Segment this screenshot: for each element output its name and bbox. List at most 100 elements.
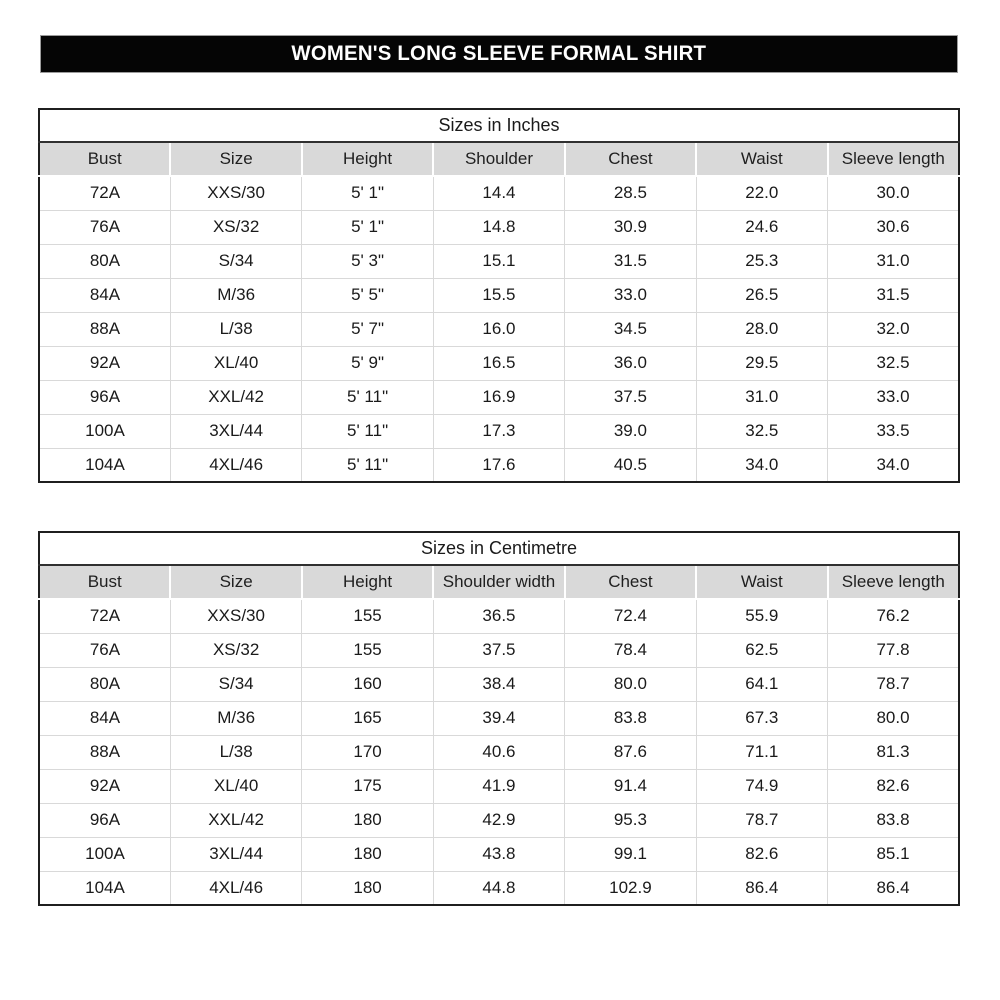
title-banner: WOMEN'S LONG SLEEVE FORMAL SHIRT <box>40 35 958 73</box>
table-cell: 32.0 <box>827 311 959 346</box>
table-cell: 14.4 <box>432 175 565 210</box>
table-cell: 43.8 <box>432 836 565 871</box>
table-cell: 82.6 <box>827 768 959 803</box>
table-cell: 28.0 <box>695 311 828 346</box>
table-cell: 62.5 <box>695 632 828 667</box>
table-cell: 38.4 <box>432 666 565 701</box>
table-row: 80A S/34 160 38.4 80.0 64.1 78.7 <box>39 666 959 701</box>
table-cell: 96A <box>39 379 171 414</box>
table-row: 72A XXS/30 155 36.5 72.4 55.9 76.2 <box>39 598 959 633</box>
table-cell: XXL/42 <box>169 379 302 414</box>
table-cell: 104A <box>39 447 171 482</box>
table-cell: 160 <box>301 666 434 701</box>
table-cell: 76.2 <box>827 598 959 633</box>
table-cell: 15.5 <box>432 277 565 312</box>
table-cell: 83.8 <box>827 802 959 837</box>
table-cell: 40.6 <box>432 734 565 769</box>
table-cell: 88A <box>39 311 171 346</box>
table-cell: 78.7 <box>827 666 959 701</box>
table-cell: 4XL/46 <box>169 447 302 482</box>
table-cell: 16.9 <box>432 379 565 414</box>
table-cell: 30.9 <box>564 209 697 244</box>
table-cell: 34.5 <box>564 311 697 346</box>
table-cell: L/38 <box>169 311 302 346</box>
table-cell: 175 <box>301 768 434 803</box>
table-cell: 92A <box>39 768 171 803</box>
table-cell: 14.8 <box>432 209 565 244</box>
table-row: 104A 4XL/46 5' 11" 17.6 40.5 34.0 34.0 <box>39 447 959 482</box>
column-header: Height <box>300 565 434 599</box>
table-caption: Sizes in Centimetre <box>39 532 959 566</box>
table-row: 96A XXL/42 5' 11" 16.9 37.5 31.0 33.0 <box>39 379 959 414</box>
table-cell: M/36 <box>169 700 302 735</box>
page-title: WOMEN'S LONG SLEEVE FORMAL SHIRT <box>291 42 707 65</box>
table-cell: 30.0 <box>827 175 959 210</box>
table-cell: 88A <box>39 734 171 769</box>
table-cell: 22.0 <box>695 175 828 210</box>
table-cell: 32.5 <box>695 413 828 448</box>
column-header: Bust <box>39 565 171 599</box>
table-cell: 100A <box>39 836 171 871</box>
table-cell: XL/40 <box>169 768 302 803</box>
table-cell: 165 <box>301 700 434 735</box>
table-cell: 67.3 <box>695 700 828 735</box>
table-cell: 86.4 <box>827 870 959 905</box>
table-cell: 5' 7" <box>301 311 434 346</box>
table-row: 96A XXL/42 180 42.9 95.3 78.7 83.8 <box>39 802 959 837</box>
table-cell: 76A <box>39 209 171 244</box>
table-cell: 36.0 <box>564 345 697 380</box>
table-cell: 31.0 <box>695 379 828 414</box>
table-cell: 31.0 <box>827 243 959 278</box>
table-cell: XXS/30 <box>169 175 302 210</box>
table-cell: 95.3 <box>564 802 697 837</box>
column-header: Chest <box>563 142 697 176</box>
table-cell: 16.0 <box>432 311 565 346</box>
table-row: 100A 3XL/44 180 43.8 99.1 82.6 85.1 <box>39 836 959 871</box>
table-cell: 44.8 <box>432 870 565 905</box>
table-cell: 102.9 <box>564 870 697 905</box>
column-header: Height <box>300 142 434 176</box>
column-header: Size <box>169 142 302 176</box>
table-row: 92A XL/40 5' 9" 16.5 36.0 29.5 32.5 <box>39 345 959 380</box>
table-cell: 85.1 <box>827 836 959 871</box>
column-header: Sleeve length <box>826 565 959 599</box>
table-cell: 78.7 <box>695 802 828 837</box>
table-cell: 72.4 <box>564 598 697 633</box>
table-cell: 155 <box>301 632 434 667</box>
table-cell: 4XL/46 <box>169 870 302 905</box>
table-cell: S/34 <box>169 666 302 701</box>
column-header: Waist <box>695 565 828 599</box>
column-header: Shoulder <box>432 142 565 176</box>
table-cell: 5' 11" <box>301 413 434 448</box>
table-cell: 87.6 <box>564 734 697 769</box>
table-cell: 42.9 <box>432 802 565 837</box>
table-cell: 40.5 <box>564 447 697 482</box>
table-cell: 37.5 <box>432 632 565 667</box>
table-row: 76A XS/32 5' 1" 14.8 30.9 24.6 30.6 <box>39 209 959 244</box>
table-cell: 81.3 <box>827 734 959 769</box>
table-cell: 71.1 <box>695 734 828 769</box>
table-cell: 16.5 <box>432 345 565 380</box>
table-row: 104A 4XL/46 180 44.8 102.9 86.4 86.4 <box>39 870 959 905</box>
table-cell: XS/32 <box>169 209 302 244</box>
table-cell: 91.4 <box>564 768 697 803</box>
table-cell: 170 <box>301 734 434 769</box>
table-cell: 25.3 <box>695 243 828 278</box>
column-header: Bust <box>39 142 171 176</box>
table-cell: XXS/30 <box>169 598 302 633</box>
table-cell: 5' 3" <box>301 243 434 278</box>
table-row: 72A XXS/30 5' 1" 14.4 28.5 22.0 30.0 <box>39 175 959 210</box>
table-cell: XXL/42 <box>169 802 302 837</box>
table-cell: 30.6 <box>827 209 959 244</box>
table-cell: L/38 <box>169 734 302 769</box>
table-cell: 39.4 <box>432 700 565 735</box>
column-header: Chest <box>563 565 697 599</box>
table-row: 92A XL/40 175 41.9 91.4 74.9 82.6 <box>39 768 959 803</box>
table-row: 84A M/36 165 39.4 83.8 67.3 80.0 <box>39 700 959 735</box>
table-cell: 33.0 <box>827 379 959 414</box>
table-cell: 34.0 <box>695 447 828 482</box>
table-cell: 100A <box>39 413 171 448</box>
table-cell: 34.0 <box>827 447 959 482</box>
table-cell: 74.9 <box>695 768 828 803</box>
